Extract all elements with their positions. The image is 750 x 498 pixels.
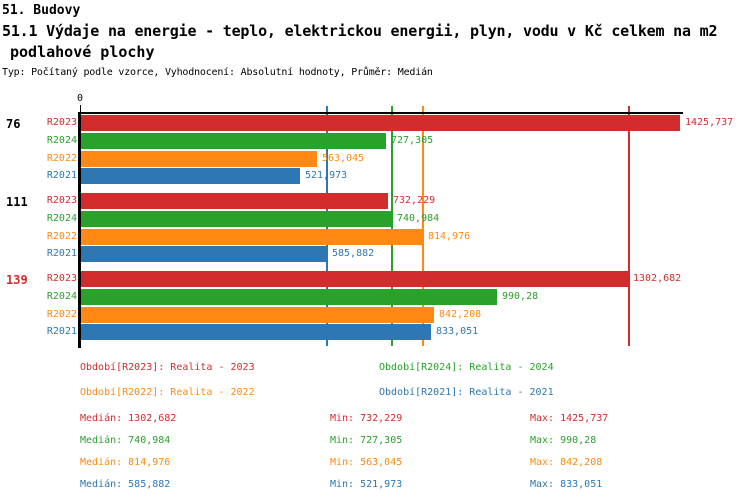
bar-value-label: 814,976 [428,231,471,242]
bar-value-label: 732,229 [393,195,436,206]
bar-value-label: 842,208 [439,309,482,320]
bar-r2022 [81,307,434,323]
series-row-label: R2023 [46,273,77,284]
section-title: 51. Budovy [2,3,81,18]
group-label: 76 [6,117,21,131]
bar-value-label: 990,28 [502,291,539,302]
median-line-r2023 [627,106,630,346]
chart-meta-line: Typ: Počítaný podle vzorce, Vyhodnocení:… [2,67,433,78]
stat-median-r2023: Medián: 1302,682 [80,413,177,424]
bar-value-label: 1425,737 [685,117,734,128]
indicator-title-line2: podlahové plochy [10,43,155,61]
bar-r2022 [81,151,317,167]
bar-r2021 [81,246,327,262]
bar-value-label: 740,984 [397,213,440,224]
bar-r2021 [81,324,431,340]
series-row-label: R2024 [46,135,77,146]
series-row-label: R2022 [46,231,77,242]
bar-value-label: 521,973 [305,170,348,181]
group-label: 139 [6,273,28,287]
stat-min-r2024: Min: 727,305 [330,435,403,446]
median-line-r2022 [422,106,425,346]
stat-median-r2024: Medián: 740,984 [80,435,171,446]
stat-max-r2024: Max: 990,28 [530,435,597,446]
legend-item-r2021: Období[R2021]: Realita - 2021 [379,387,554,398]
legend-item-r2023: Období[R2023]: Realita - 2023 [80,362,255,373]
bar-r2023 [81,115,680,131]
stat-min-r2023: Min: 732,229 [330,413,403,424]
plot-top-border [80,112,683,114]
series-row-label: R2023 [46,117,77,128]
stat-max-r2022: Max: 842,208 [530,457,603,468]
bar-r2022 [81,229,423,245]
bar-value-label: 1302,682 [633,273,682,284]
series-row-label: R2021 [46,170,77,181]
axis-zero-label: 0 [76,93,84,104]
median-line-r2024 [391,106,394,346]
legend-item-r2024: Období[R2024]: Realita - 2024 [379,362,554,373]
stat-min-r2022: Min: 563,045 [330,457,403,468]
stat-max-r2021: Max: 833,051 [530,479,603,490]
bar-r2024 [81,289,497,305]
series-row-label: R2024 [46,213,77,224]
legend-item-r2022: Období[R2022]: Realita - 2022 [80,387,255,398]
bar-value-label: 563,045 [322,153,365,164]
indicator-title-line1: 51.1 Výdaje na energie - teplo, elektric… [2,22,718,40]
series-row-label: R2022 [46,153,77,164]
bar-r2024 [81,133,386,149]
series-row-label: R2022 [46,309,77,320]
bar-r2023 [81,271,628,287]
stat-median-r2021: Medián: 585,882 [80,479,171,490]
bar-r2024 [81,211,392,227]
stat-max-r2023: Max: 1425,737 [530,413,609,424]
series-row-label: R2021 [46,326,77,337]
bar-r2021 [81,168,300,184]
series-row-label: R2021 [46,248,77,259]
bar-value-label: 833,051 [436,326,479,337]
bar-value-label: 585,882 [332,248,375,259]
stat-min-r2021: Min: 521,973 [330,479,403,490]
bar-r2023 [81,193,388,209]
value-axis-line [78,112,81,348]
series-row-label: R2024 [46,291,77,302]
stat-median-r2022: Medián: 814,976 [80,457,171,468]
axis-zero-tick [79,105,81,113]
bar-value-label: 727,305 [391,135,434,146]
series-row-label: R2023 [46,195,77,206]
group-label: 111 [6,195,28,209]
